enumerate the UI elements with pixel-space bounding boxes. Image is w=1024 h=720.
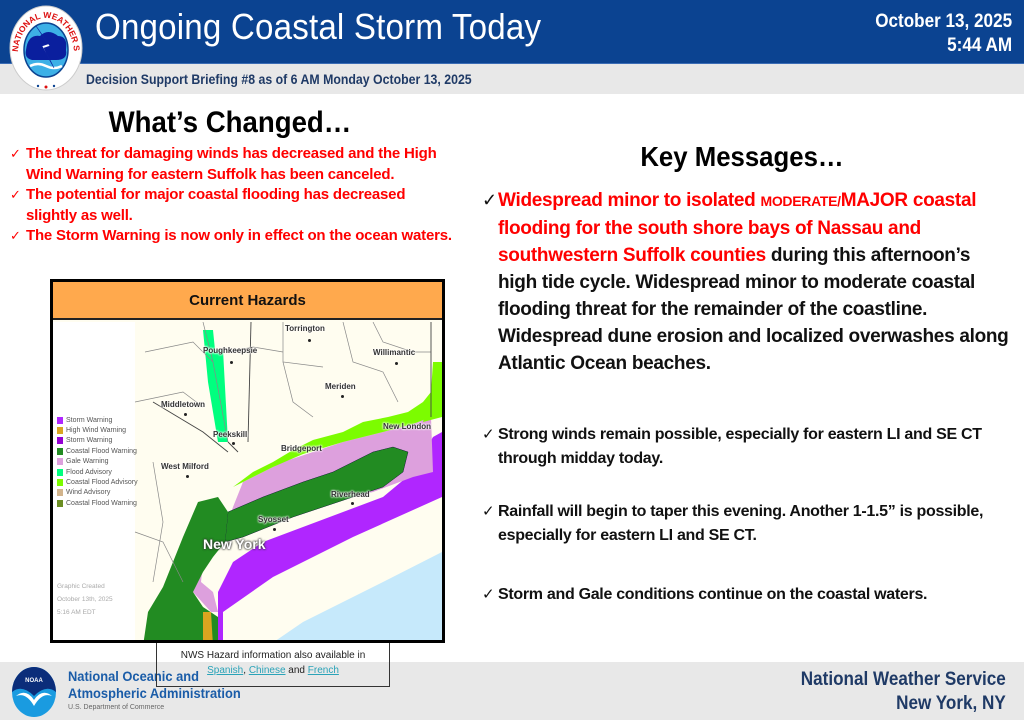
map-legend: Storm Warning High Wind Warning Storm Wa… bbox=[57, 415, 138, 509]
legend-item: Flood Advisory bbox=[57, 467, 138, 477]
noaa-department: U.S. Department of Commerce bbox=[68, 704, 165, 711]
key-message-coastal-flooding: ✓ Widespread minor to isolated MODERATE/… bbox=[482, 187, 1012, 377]
city-label-syosset: Syosset bbox=[258, 515, 289, 524]
key-messages-heading: Key Messages… bbox=[640, 141, 844, 172]
nws-logo-icon: NATIONAL WEATHER SERVICE bbox=[8, 4, 83, 91]
key-message-winds: ✓ Strong winds remain possible, especial… bbox=[482, 423, 1012, 471]
check-icon: ✓ bbox=[10, 146, 21, 161]
legend-item: Gale Warning bbox=[57, 457, 138, 467]
legend-item: Coastal Flood Warning bbox=[57, 446, 138, 456]
map-legend-panel bbox=[53, 322, 135, 640]
check-icon: ✓ bbox=[482, 503, 495, 520]
list-item: ✓ The threat for damaging winds has decre… bbox=[10, 145, 437, 183]
check-icon: ✓ bbox=[10, 187, 21, 202]
header-time: 5:44 AM bbox=[947, 35, 1012, 56]
hazard-map-graphic bbox=[134, 322, 442, 640]
link-chinese[interactable]: Chinese bbox=[248, 665, 286, 676]
check-icon: ✓ bbox=[482, 426, 495, 443]
footer-bar bbox=[0, 662, 1024, 720]
legend-item: Coastal Flood Advisory bbox=[57, 477, 138, 487]
city-label-poughkeepsie: Poughkeepsie bbox=[203, 346, 258, 355]
key-message-rainfall: ✓ Rainfall will begin to taper this even… bbox=[482, 500, 1012, 548]
graphic-created-stamp: Graphic Created October 13th, 2025 5:16 … bbox=[57, 583, 113, 616]
link-spanish[interactable]: Spanish bbox=[207, 665, 244, 676]
city-label-new-york: New York bbox=[203, 536, 266, 552]
key-message-marine: ✓ Storm and Gale conditions continue on … bbox=[482, 583, 1012, 607]
whats-changed-list: ✓ The threat for damaging winds has decre… bbox=[10, 144, 460, 247]
city-label-willimantic: Willimantic bbox=[373, 348, 416, 357]
check-icon: ✓ bbox=[482, 190, 497, 210]
whats-changed-heading: What’s Changed… bbox=[108, 106, 352, 139]
city-label-peekskill: Peekskill bbox=[213, 430, 248, 439]
legend-item: Storm Warning bbox=[57, 436, 138, 446]
header-bar bbox=[0, 0, 1024, 64]
legend-item: High Wind Warning bbox=[57, 425, 138, 435]
nws-office-name: National Weather Service New York, NY bbox=[801, 669, 1006, 714]
legend-item: Wind Advisory bbox=[57, 488, 138, 498]
city-label-west-milford: West Milford bbox=[161, 462, 209, 471]
check-icon: ✓ bbox=[482, 586, 495, 603]
city-label-middletown: Middletown bbox=[161, 400, 205, 409]
svg-text:NOAA: NOAA bbox=[25, 678, 43, 684]
page-title: Ongoing Coastal Storm Today bbox=[95, 6, 542, 47]
city-label-torrington: Torrington bbox=[285, 324, 325, 333]
city-label-new-london: New London bbox=[383, 422, 431, 431]
legend-item: Coastal Flood Warning bbox=[57, 498, 138, 508]
noaa-logo-icon: NOAA bbox=[12, 667, 56, 717]
current-hazards-map: Current Hazards bbox=[50, 279, 445, 643]
list-item: ✓ The Storm Warning is now only in effect… bbox=[10, 226, 460, 247]
check-icon: ✓ bbox=[10, 228, 21, 243]
header-date: October 13, 2025 bbox=[875, 11, 1012, 32]
list-item: ✓ The potential for major coastal floodin… bbox=[10, 186, 406, 224]
subheader-bar bbox=[0, 64, 1024, 94]
link-french[interactable]: French bbox=[307, 665, 339, 676]
language-availability-note: NWS Hazard information also available in… bbox=[156, 643, 390, 687]
briefing-subtitle: Decision Support Briefing #8 as of 6 AM … bbox=[86, 71, 472, 87]
city-label-riverhead: Riverhead bbox=[331, 490, 370, 499]
header-datetime: October 13, 2025 5:44 AM bbox=[875, 10, 1012, 58]
map-title: Current Hazards bbox=[53, 282, 442, 320]
noaa-name: National Oceanic and Atmospheric Adminis… bbox=[68, 668, 241, 701]
city-label-meriden: Meriden bbox=[325, 382, 356, 391]
legend-item: Storm Warning bbox=[57, 415, 138, 425]
city-label-bridgeport: Bridgeport bbox=[281, 444, 322, 453]
